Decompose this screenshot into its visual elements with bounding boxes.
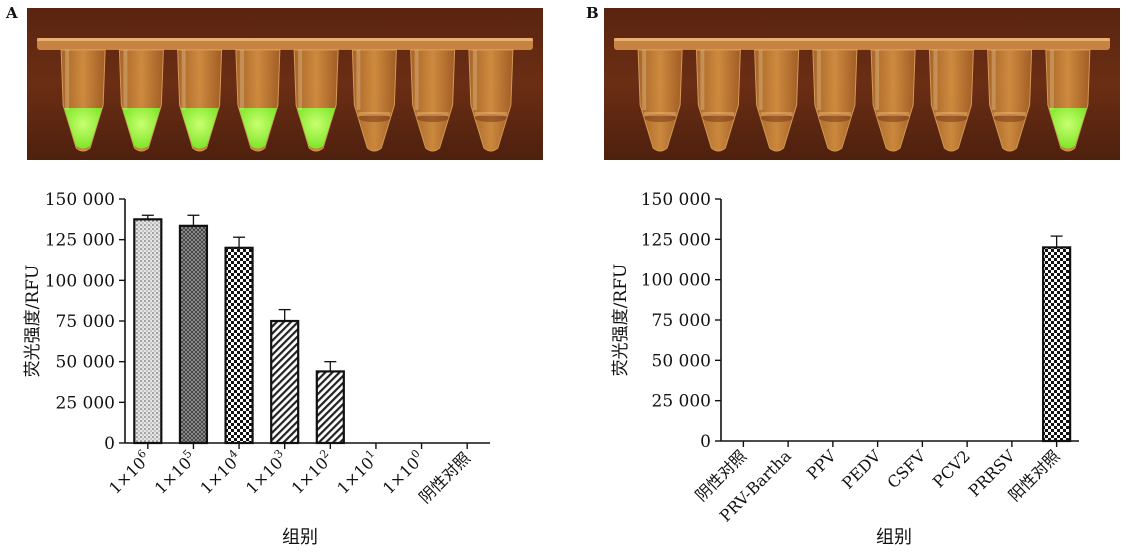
bar-chart-b: 0 25 000 50 000 75 000 100 000 125 000 150 000… bbox=[611, 190, 1079, 548]
y-tick-label: 125 000 bbox=[45, 231, 115, 251]
tube-5 bbox=[870, 49, 916, 152]
bar bbox=[1042, 246, 1072, 443]
photo-background bbox=[27, 8, 543, 160]
x-tick-label: 阴性对照 bbox=[415, 448, 474, 507]
fluorescent-liquid bbox=[64, 108, 103, 149]
y-tick-label: 100 000 bbox=[641, 271, 711, 291]
panel-b-label: B bbox=[586, 4, 599, 22]
fluorescent-liquid bbox=[297, 108, 336, 149]
y-tick-label: 25 000 bbox=[56, 393, 115, 413]
liquid-meniscus bbox=[818, 114, 851, 122]
tube-4 bbox=[235, 49, 281, 152]
bar bbox=[178, 224, 209, 445]
x-tick-label: 1×105 bbox=[149, 447, 200, 498]
x-tick-label: PPV bbox=[803, 446, 840, 483]
liquid-meniscus bbox=[416, 114, 449, 122]
panel-a-label: A bbox=[6, 4, 18, 22]
liquid-meniscus bbox=[644, 114, 677, 122]
y-tick-label: 75 000 bbox=[652, 311, 711, 331]
tube-2 bbox=[118, 49, 164, 152]
tube-2 bbox=[695, 49, 741, 152]
tube-8 bbox=[468, 49, 514, 152]
bar bbox=[315, 370, 345, 445]
bar bbox=[224, 246, 254, 445]
tube-4 bbox=[812, 49, 858, 152]
bar bbox=[133, 218, 163, 445]
liquid-meniscus bbox=[760, 114, 793, 122]
liquid-meniscus bbox=[935, 114, 968, 122]
y-tick-label: 100 000 bbox=[45, 271, 115, 291]
y-axis-title: 荧光强度/RFU bbox=[23, 265, 43, 378]
tube-1 bbox=[637, 49, 683, 152]
x-tick-label: 1×106 bbox=[104, 447, 155, 498]
tube-7 bbox=[410, 49, 456, 152]
y-tick-label: 0 bbox=[104, 434, 115, 454]
liquid-meniscus bbox=[993, 114, 1026, 122]
x-axis-title: 组别 bbox=[282, 527, 318, 548]
tube-5 bbox=[293, 49, 339, 152]
tube-3 bbox=[177, 49, 223, 152]
y-tick-label: 50 000 bbox=[56, 353, 115, 373]
liquid-meniscus bbox=[474, 114, 507, 122]
y-tick-label: 75 000 bbox=[56, 312, 115, 332]
tube-1 bbox=[60, 49, 106, 152]
tube-6 bbox=[928, 49, 974, 152]
x-tick-label: PEDV bbox=[838, 446, 885, 493]
x-tick-label: 1×101 bbox=[332, 447, 383, 498]
y-tick-label: 150 000 bbox=[641, 190, 711, 210]
x-axis-title: 组别 bbox=[876, 527, 912, 548]
photo-background bbox=[604, 8, 1120, 160]
y-axis-title: 荧光强度/RFU bbox=[611, 264, 631, 377]
bar bbox=[270, 319, 300, 445]
y-tick-label: 0 bbox=[700, 432, 711, 452]
fluorescent-liquid bbox=[180, 108, 219, 149]
liquid-meniscus bbox=[702, 114, 735, 122]
tube-8 bbox=[1045, 49, 1091, 152]
tube-3 bbox=[754, 49, 800, 152]
y-tick-label: 150 000 bbox=[45, 190, 115, 210]
x-tick-label: CSFV bbox=[883, 446, 929, 492]
x-tick-label: 1×103 bbox=[241, 447, 292, 498]
fluorescent-liquid bbox=[1048, 108, 1087, 149]
liquid-meniscus bbox=[358, 114, 391, 122]
y-tick-label: 125 000 bbox=[641, 230, 711, 250]
tube-6 bbox=[351, 49, 397, 152]
bar-chart-a: 0 25 000 50 000 75 000 100 000 125 000 150 000… bbox=[23, 190, 490, 548]
fluorescent-liquid bbox=[122, 108, 161, 149]
liquid-meniscus bbox=[877, 114, 910, 122]
x-tick-label: 1×102 bbox=[286, 447, 337, 498]
x-tick-label: 1×104 bbox=[195, 447, 246, 498]
y-tick-label: 25 000 bbox=[652, 392, 711, 412]
photo-tubes-a bbox=[27, 8, 543, 160]
y-tick-label: 50 000 bbox=[652, 351, 711, 371]
tube-7 bbox=[987, 49, 1033, 152]
photo-tubes-b bbox=[604, 8, 1120, 160]
fluorescent-liquid bbox=[238, 108, 277, 149]
